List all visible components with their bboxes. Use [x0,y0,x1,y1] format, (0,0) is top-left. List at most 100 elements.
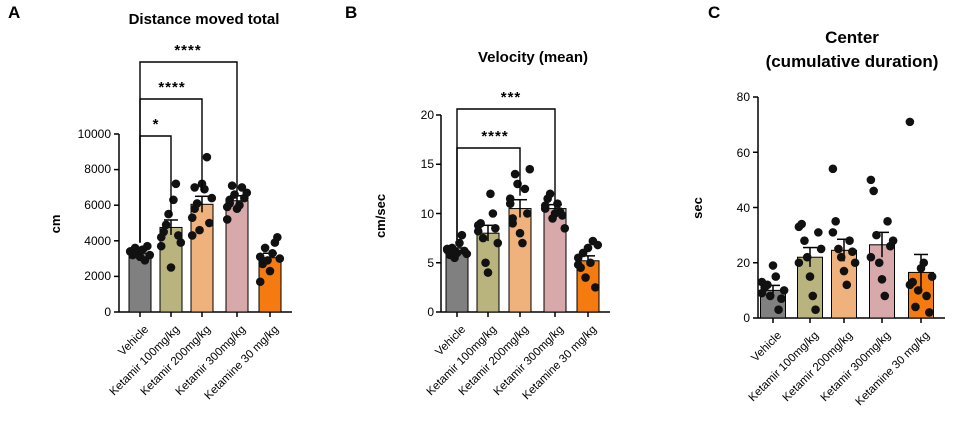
panel-c-data-point-1-8 [816,244,826,254]
panel-a-data-point-0-7 [143,241,152,251]
panel-b-data-point-4-3 [581,273,590,282]
panel-b-data-point-4-9 [573,260,583,270]
panel-b-data-point-2-2 [510,169,520,179]
panel-c-data-point-3-1 [869,186,878,196]
panel-b-sig-label-1: *** [501,89,522,106]
panel-b-data-point-0-4 [452,248,462,258]
panel-a-data-point-4-4 [265,266,275,276]
panel-a-data-point-2-9 [187,231,197,240]
panel-c-category-labels: Vehicle Ketamir 100mg/kg Ketamir 200mg/k… [747,330,932,409]
panel-c-plot-area [753,96,945,323]
panel-c-y-tick-0: 0 [743,311,750,325]
panel-a-data-point-4-7 [273,232,282,242]
panel-a-data-point-4-8 [275,254,285,263]
panel-b-data-point-3-8 [560,223,570,233]
panel-c-data-point-2-4 [839,266,849,276]
panel-c-data-point-2-1 [831,217,840,226]
panel-c-data-point-4-9 [905,280,915,290]
panel-a-data-point-2-7 [205,218,214,228]
panel-c-y-tick-2: 40 [737,201,751,215]
panel-c-data-point-3-4 [877,275,887,284]
panel-a-data-point-4-2 [260,243,270,253]
panel-a-data-point-1-4 [166,263,176,272]
panel-a-y-tick-0: 0 [104,305,111,319]
panel-c-data-point-1-6 [811,305,820,315]
panel-b-plot-area [436,108,610,317]
panel-c-data-point-0-8 [779,286,789,295]
panel-c-data-point-1-1 [797,219,806,229]
panel-b-data-point-2-10 [508,219,517,228]
panel-c-data-point-3-3 [874,258,884,268]
panel-b-significance-bracket-1 [456,108,556,240]
panel-c-data-point-3-8 [888,236,898,245]
panel-b-y-tick-3: 15 [421,157,435,171]
panel-b-category-labels: Vehicle Ketamir 100mg/kg Ketamir 200mg/k… [425,324,599,403]
panel-a-y-tick-4: 8000 [84,162,111,176]
panel-c-data-point-2-5 [842,280,852,290]
panel-c-data-point-1-5 [808,291,818,301]
panel-b-data-point-4-5 [586,258,595,268]
panel-b-data-point-4-4 [583,243,593,253]
panel-c-data-point-0-4 [768,261,778,270]
panel-b-data-point-3-7 [558,211,567,220]
panel-a-data-point-0-8 [145,250,155,260]
panel-a-data-point-2-10 [190,183,199,192]
panel-a-data-point-2-0 [187,213,197,222]
panel-b-data-point-2-4 [515,228,525,238]
panel-letter-b: B [345,3,357,22]
panel-c-data-point-2-2 [834,244,843,254]
panel-b-data-point-1-3 [481,258,490,268]
panel-b-data-point-1-5 [486,189,495,199]
panel-a-title: Distance moved total [129,11,280,28]
panel-b-data-point-0-9 [442,244,452,254]
panel-c-data-point-3-5 [880,291,890,301]
panel-a-y-tick-3: 6000 [84,198,111,212]
panel-c-data-point-1-4 [805,272,815,281]
panel-b-data-point-3-9 [540,201,550,210]
panel-c-data-point-1-9 [794,258,804,268]
panel-c-y-tick-3: 60 [737,146,751,160]
panel-a-y-tick-5: 10000 [78,127,112,141]
panel-b-data-point-1-6 [488,209,498,218]
panel-c-data-point-2-0 [828,164,838,174]
panel-c: C Center (cumulative duration) sec 0 20 … [690,3,945,408]
panel-b: B Velocity (mean) cm/sec 0 5 10 15 20 Ve… [345,3,610,402]
panel-c-data-point-2-3 [836,252,846,262]
panel-c-data-point-4-6 [922,291,931,301]
panel-a-data-point-2-2 [192,199,202,208]
panel-b-significance-labels: **** *** [481,89,522,145]
panel-b-sig-label-0: **** [481,128,508,145]
panel-c-title: Center [825,28,879,47]
panel-c-data-point-2-6 [845,236,854,245]
panel-a-category-labels: Vehicle Ketamir 100mg/kg Ketamir 200mg/k… [108,324,281,403]
panel-c-subtitle: (cumulative duration) [766,52,939,71]
panel-c-data-point-0-5 [771,272,781,281]
panel-b-data-point-1-4 [483,268,493,277]
panel-c-data-point-2-8 [850,258,860,268]
panel-b-y-tick-4: 20 [421,108,435,122]
panel-b-data-point-1-2 [478,233,488,243]
panel-c-y-tick-labels: 0 20 40 60 80 [737,90,751,325]
panel-letter-a: A [8,3,20,22]
panel-a-data-point-3-5 [235,200,244,210]
panel-c-y-tick-1: 20 [737,256,751,270]
panel-c-data-point-3-0 [866,175,876,185]
panel-b-data-point-0-5 [455,238,464,248]
panel-a-data-point-1-9 [156,232,166,242]
panel-b-bar-3 [543,208,567,313]
panel-a-data-point-4-3 [263,256,272,265]
panel-a-data-point-1-8 [176,238,186,247]
panel-c-data-point-1-3 [802,252,812,262]
panel-b-y-tick-0: 0 [427,305,434,319]
panel-b-data-point-2-8 [525,164,535,174]
panel-c-category-3: Ketamir 300mg/kg [819,330,893,404]
panel-c-data-point-4-2 [911,302,920,312]
panel-a-y-tick-labels: 0 2000 4000 6000 8000 10000 [78,127,112,319]
panel-c-data-point-4-5 [919,258,929,268]
panel-a-data-point-4-9 [255,277,265,287]
panel-c-data-point-2-9 [828,228,838,237]
panel-a-y-axis-label: cm [48,215,63,234]
panel-a-data-point-4-5 [268,248,277,258]
panel-c-data-point-2-7 [848,247,857,256]
panel-a: A Distance moved total cm 0 2000 4000 60… [8,3,292,402]
